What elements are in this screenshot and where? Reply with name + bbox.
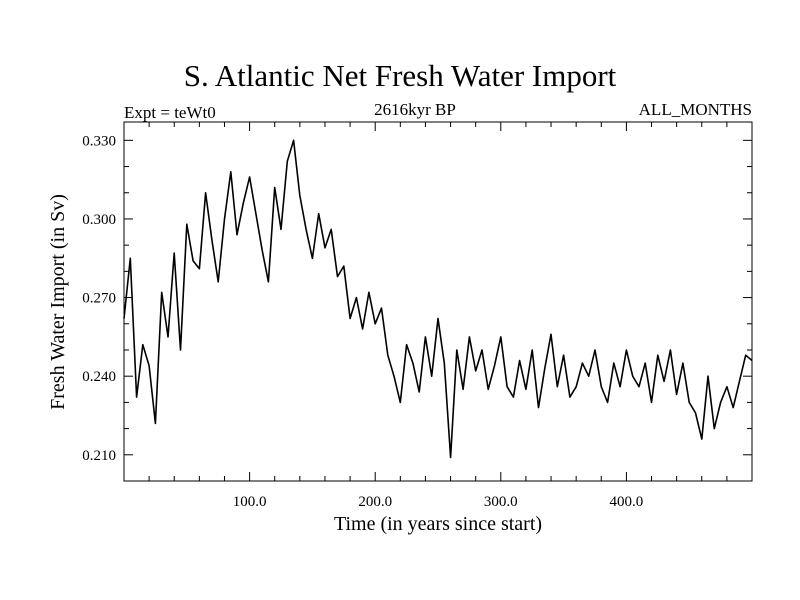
x-tick-label: 300.0 xyxy=(484,494,518,510)
chart-title: S. Atlantic Net Fresh Water Import xyxy=(183,58,617,93)
chart-subtitle: 2616kyr BP xyxy=(374,100,456,119)
y-tick-label: 0.240 xyxy=(82,369,116,385)
y-tick-label: 0.330 xyxy=(82,133,116,149)
y-tick-label: 0.210 xyxy=(82,448,116,464)
x-axis-label: Time (in years since start) xyxy=(334,513,542,535)
months-label: ALL_MONTHS xyxy=(638,100,752,119)
ticks-layer: 100.0 200.0 300.0 400.0 0.210 0.240 0.270 0.300… xyxy=(82,122,752,510)
x-tick-label: 200.0 xyxy=(358,494,392,510)
x-tick-label: 400.0 xyxy=(610,494,644,510)
series-layer xyxy=(123,139,753,459)
x-tick-label: 100.0 xyxy=(233,494,267,510)
series-line xyxy=(123,139,753,459)
y-tick-label: 0.300 xyxy=(82,212,116,228)
plot-frame xyxy=(123,121,753,482)
experiment-label: Expt = teWt0 xyxy=(124,103,216,122)
y-tick-label: 0.270 xyxy=(82,291,116,307)
y-axis-label: Fresh Water Import (in Sv) xyxy=(47,194,69,410)
